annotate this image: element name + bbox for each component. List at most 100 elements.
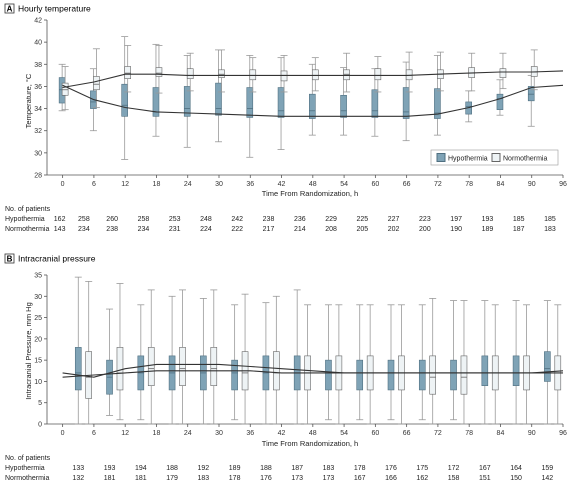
panel-b-count-normothermia: 183 — [198, 475, 210, 482]
panel-b-count-hypothermia: 193 — [104, 465, 116, 472]
panel-a-y-tick-label: 42 — [34, 18, 42, 25]
panel-b-x-tick-label: 60 — [371, 430, 379, 437]
panel-b-x-tick-label: 36 — [246, 430, 254, 437]
panel-b-hypothermia-box — [231, 359, 238, 391]
panel-b-count-hypothermia: 194 — [135, 465, 147, 472]
panel-b-count-hypothermia: 183 — [323, 465, 335, 472]
panel-b-count-normothermia: 173 — [291, 475, 303, 482]
panel-a-hypothermia-box — [402, 87, 410, 119]
panel-a-count-normothermia: 190 — [450, 226, 462, 233]
panel-b-x-tick-label: 72 — [434, 430, 442, 437]
panel-a-count-hypothermia: 162 — [54, 216, 66, 223]
panel-a-normothermia-box — [61, 82, 69, 96]
panel-b-hypothermia-box — [356, 359, 364, 391]
panel-a-x-tick-label: 96 — [559, 181, 567, 188]
panel-a-hypothermia-box — [309, 93, 316, 119]
panel-b-count-normothermia: 132 — [72, 475, 84, 482]
panel-b-hypothermia-box — [544, 351, 551, 382]
panel-a-normothermia-box — [312, 69, 319, 81]
panel-b-count-normothermia: 179 — [166, 475, 178, 482]
panel-b-ylabel: Intracranial Pressure, mm Hg — [24, 302, 33, 400]
panel-a-ylabel: Temperature, °C — [24, 73, 33, 128]
panel-a-count-hypothermia: 185 — [544, 216, 556, 223]
panel-b-count-normothermia: 173 — [323, 475, 335, 482]
panel-a-normothermia-box — [249, 69, 257, 81]
panel-a-letter-box — [4, 3, 15, 14]
panel-a-y-tick-label: 34 — [34, 106, 42, 113]
panel-a-count-hypothermia: 185 — [513, 216, 525, 223]
panel-a-hypothermia-box — [246, 87, 254, 118]
panel-b-count-hypothermia: 188 — [166, 465, 178, 472]
panel-a-count-hypothermia: 227 — [388, 216, 400, 223]
panel-b-count-normothermia: 162 — [416, 475, 428, 482]
panel-a-table-heading: No. of patients — [5, 206, 51, 213]
panel-a-count-normothermia: 214 — [294, 226, 306, 233]
panel-a-y-tick-label: 40 — [34, 40, 42, 47]
panel-a-y-tick-label: 36 — [34, 84, 42, 91]
panel-a-count-normothermia: 234 — [138, 226, 150, 233]
panel-b-count-hypothermia: 172 — [448, 465, 460, 472]
panel-a-hypothermia-box — [496, 93, 504, 110]
panel-a-hypothermia-box — [527, 86, 535, 102]
legend: Hypothermia Normothermia — [430, 149, 559, 166]
panel-b-row-label-hypothermia: Hypothermia — [5, 465, 45, 472]
panel-a-hypothermia-box — [121, 83, 128, 117]
panel-b-count-normothermia: 166 — [385, 475, 397, 482]
panel-a-x-tick-label: 24 — [184, 181, 192, 188]
panel-b-hypothermia-box — [512, 355, 520, 386]
panel-a-count-hypothermia: 253 — [169, 216, 181, 223]
panel-a-row-label-hypothermia: Hypothermia — [5, 216, 45, 223]
panel-a-hypothermia-box — [340, 94, 347, 118]
panel-b-count-hypothermia: 167 — [479, 465, 491, 472]
panel-a-x-tick-label: 36 — [246, 181, 254, 188]
panel-b-hypothermia-box — [387, 359, 395, 391]
panel-b-x-tick-label: 6 — [92, 430, 96, 437]
panel-a-x-tick-label: 72 — [434, 181, 442, 188]
panel-a-y-tick-label: 28 — [34, 173, 42, 180]
panel-a-count-hypothermia: 260 — [106, 216, 118, 223]
panel-b-y-tick-label: 35 — [34, 273, 42, 280]
panel-b-table-heading: No. of patients — [5, 455, 51, 462]
panel-b-title: Intracranial pressure — [18, 254, 96, 264]
panel-a-count-normothermia: 202 — [388, 226, 400, 233]
panel-b-count-hypothermia: 176 — [385, 465, 397, 472]
panel-b-x-tick-label: 66 — [403, 430, 411, 437]
panel-a-count-normothermia: 231 — [169, 226, 181, 233]
panel-a-count-hypothermia: 225 — [356, 216, 368, 223]
panel-b-count-normothermia: 178 — [229, 475, 241, 482]
panel-b-x-tick-label: 96 — [559, 430, 567, 437]
panel-b-x-tick-label: 0 — [61, 430, 65, 437]
panel-a-count-normothermia: 224 — [200, 226, 212, 233]
panel-a-hypothermia-box — [371, 89, 379, 118]
panel-a-hypothermia-box — [277, 87, 285, 118]
panel-a-count-hypothermia: 223 — [419, 216, 431, 223]
panel-a-count-normothermia: 238 — [106, 226, 118, 233]
panel-b-hypothermia-box — [450, 359, 457, 391]
panel-a-hypothermia-box — [434, 88, 441, 119]
panel-b-y-tick-label: 0 — [38, 422, 42, 429]
panel-a-title: Hourly temperature — [18, 4, 91, 14]
panel-a-count-normothermia: 183 — [544, 226, 556, 233]
panel-a-normothermia-box — [218, 69, 225, 78]
panel-a-x-tick-label: 66 — [403, 181, 411, 188]
panel-a-count-normothermia: 187 — [513, 226, 525, 233]
panel-b-normothermia-box — [147, 347, 155, 386]
panel-a-count-normothermia: 208 — [325, 226, 337, 233]
panel-a-count-hypothermia: 238 — [263, 216, 275, 223]
panel-a-y-tick-label: 32 — [34, 128, 42, 135]
legend-swatch-hypothermia — [436, 153, 446, 162]
panel-b-x-tick-label: 48 — [309, 430, 317, 437]
panel-b-x-tick-label: 90 — [528, 430, 536, 437]
panel-a-normothermia-box — [124, 66, 131, 79]
panel-a-x-tick-label: 6 — [92, 181, 96, 188]
panel-b-count-hypothermia: 164 — [510, 465, 522, 472]
panel-b-hypothermia-box — [481, 355, 489, 386]
panel-a-count-normothermia: 222 — [231, 226, 243, 233]
panel-b-normothermia-box — [210, 347, 218, 386]
panel-b-y-tick-label: 20 — [34, 336, 42, 343]
panel-a-x-tick-label: 90 — [528, 181, 536, 188]
panel-b-count-normothermia: 150 — [510, 475, 522, 482]
panel-a-count-hypothermia: 229 — [325, 216, 337, 223]
panel-b-y-tick-label: 30 — [34, 294, 42, 301]
